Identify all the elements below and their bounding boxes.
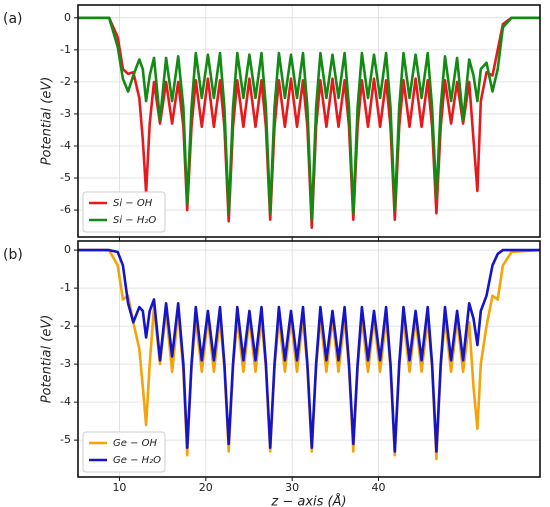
y-tick-label: 0 xyxy=(64,11,71,24)
legend-label: Ge − H₂O xyxy=(113,455,161,466)
x-tick-label: 30 xyxy=(285,481,299,494)
y-tick-label: -5 xyxy=(60,433,71,446)
line xyxy=(78,16,540,221)
y-tick-label: -4 xyxy=(60,139,71,152)
legend-label: Si − H₂O xyxy=(113,215,156,226)
y-tick-label: -2 xyxy=(60,75,71,88)
legend-label: Si − OH xyxy=(113,198,153,209)
x-tick-label: 10 xyxy=(112,481,126,494)
y-axis-label: Potential (eV) xyxy=(40,315,55,404)
y-tick-label: -4 xyxy=(60,395,71,408)
x-tick-label: 20 xyxy=(199,481,213,494)
line xyxy=(78,248,540,453)
y-tick-label: -3 xyxy=(60,357,71,370)
legend-label: Ge − OH xyxy=(113,438,158,449)
panel-label: (b) xyxy=(3,247,23,263)
y-tick-label: -2 xyxy=(60,319,71,332)
plot-frame xyxy=(77,4,541,238)
y-tick-label: -5 xyxy=(60,171,71,184)
y-tick-label: -6 xyxy=(60,203,71,216)
y-tick-label: -1 xyxy=(60,43,71,56)
line xyxy=(78,248,540,461)
plot-frame xyxy=(77,240,541,478)
y-axis-label: Potential (eV) xyxy=(40,77,55,166)
y-tick-label: -3 xyxy=(60,107,71,120)
y-tick-label: -1 xyxy=(60,281,71,294)
x-tick-label: 40 xyxy=(372,481,386,494)
y-tick-label: 0 xyxy=(64,243,71,256)
panel-label: (a) xyxy=(3,11,23,27)
x-axis-label: z − axis (Å) xyxy=(270,494,346,507)
